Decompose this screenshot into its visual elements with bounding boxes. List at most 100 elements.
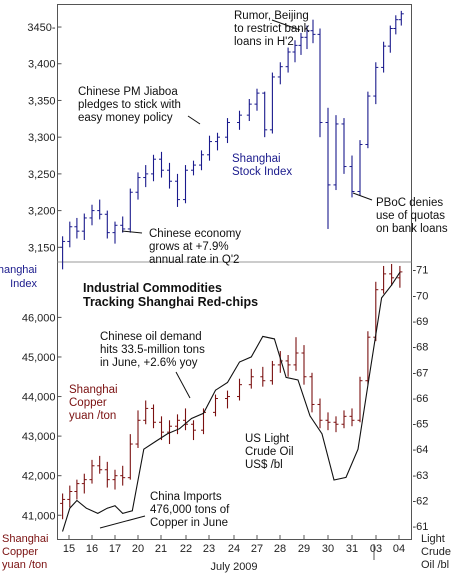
crude-oil-point [215, 389, 216, 391]
annotation-rumor-line-0: Rumor, Beijing [234, 10, 309, 22]
top-ytick-label: 3,150 [28, 242, 56, 254]
shanghai-index-bar [381, 41, 387, 73]
shanghai-index-bar [60, 236, 66, 270]
x-axis-title: July 2009 [210, 561, 257, 573]
top-ytick-label: 3,350 [28, 95, 56, 107]
shanghai-index-bar [89, 204, 95, 226]
copper-bar [237, 378, 242, 401]
shanghai-index-bar [262, 91, 268, 138]
crude-oil-point [391, 284, 392, 286]
chart-frame [57, 4, 412, 540]
annotation-oil-series-line-1: Crude Oil [245, 446, 294, 458]
top-ytick-label: 3450- [27, 22, 55, 34]
annotation-pboc-line-1: use of quotas [376, 210, 445, 222]
shanghai-index-bar [207, 135, 212, 161]
bottom-ytick-label: 42,000 [22, 471, 56, 483]
xtick-label: 27 [251, 543, 263, 555]
annotation-oil-series-line-0: US Light [245, 433, 290, 445]
copper-bar [67, 485, 73, 508]
annotation-shanghai-series-line-1: Stock Index [232, 166, 292, 178]
shanghai-index-bar [325, 107, 331, 229]
annotation-shanghai-series-line-0: Shanghai [232, 153, 281, 165]
shanghai-index-bar [277, 62, 283, 85]
annotation-easy-money-line-0: Chinese PM Jiaboa [78, 86, 178, 98]
bottom-ytick-label: 44,000 [22, 392, 56, 404]
crude-oil-point [333, 479, 335, 481]
annotation-copper-series-line-1: Copper [69, 397, 107, 409]
bottom-ytick-label: 45,000 [22, 352, 56, 364]
top-ytick-label: 3,400 [28, 59, 56, 71]
crude-oil-point [69, 507, 71, 509]
crude-oil-point [143, 448, 145, 450]
crude-oil-point [191, 418, 192, 419]
xtick-label: 03 [370, 543, 382, 555]
xtick-label: 24 [228, 543, 240, 555]
bottom-right-axis-title-line-2: Oil /bl [421, 559, 449, 571]
copper-bar [74, 479, 80, 500]
crude-oil-point [321, 433, 323, 435]
right-ytick-label: -69 [413, 316, 429, 328]
copper-bar [317, 398, 323, 429]
shanghai-index-bar [67, 221, 73, 248]
copper-bar [260, 366, 266, 387]
shanghai-index-bar [292, 40, 298, 63]
xtick-label: 21 [155, 543, 167, 555]
shanghai-index-bar [191, 160, 196, 176]
annotation-copper-imports-pointer [99, 515, 146, 529]
shanghai-index-bar [304, 25, 310, 50]
annotation-oil-demand-pointer [175, 371, 191, 399]
annotation-copper-series-line-2: yuan /ton [69, 410, 116, 422]
bottom-ytick-label: 41,000 [22, 510, 56, 522]
annotation-rumor-line-1: to restrict bank [234, 23, 310, 35]
copper-bar [60, 493, 66, 520]
copper-bar [357, 376, 363, 423]
shanghai-index-bars [60, 10, 404, 270]
crude-oil-point [345, 477, 347, 478]
copper-bar [97, 455, 103, 474]
axis-titles: ShanghaiIndexShanghaiCopperyuan /tonLigh… [0, 264, 451, 571]
crude-oil-point [62, 530, 63, 532]
shanghai-index-bar [225, 118, 230, 144]
copper-bar [112, 469, 118, 490]
crude-oil-point [250, 356, 252, 358]
copper-bar [269, 360, 275, 385]
crude-oil-point [399, 271, 401, 273]
crude-oil-point [285, 377, 287, 378]
copper-bar [159, 416, 164, 441]
shanghai-index-bar [104, 210, 110, 239]
copper-bar [167, 420, 172, 445]
annotation-copper-imports-line-2: Copper in June [150, 517, 228, 529]
annotation-economy-line-1: grows at +7.9% [149, 241, 229, 253]
xtick-label: 30 [322, 543, 334, 555]
copper-bar [293, 337, 299, 371]
bottom-panel-subtitle: Tracking Shanghai Red-chips [83, 295, 258, 309]
copper-bar [213, 394, 218, 417]
crude-oil-point [179, 428, 180, 430]
xtick-label: 23 [203, 543, 215, 555]
annotation-easy-money-pointer [187, 115, 201, 125]
copper-bar [225, 390, 230, 409]
crude-oil-point [262, 336, 264, 337]
bottom-right-axis-title-line-1: Crude [421, 546, 451, 558]
shanghai-index-bar [393, 15, 399, 35]
right-ytick-label: -62 [413, 496, 429, 508]
bottom-panel-title: Industrial Commodities [83, 281, 222, 295]
annotation-oil-demand-line-2: in June, +2.6% yoy [100, 357, 198, 369]
annotation-economy-pointer [121, 230, 143, 234]
crude-oil-point [85, 507, 87, 509]
bottom-left-axis-title-line-2: yuan /ton [2, 559, 47, 571]
shanghai-index-bar [112, 221, 118, 244]
right-ytick-label: -64 [413, 444, 429, 456]
crude-oil-point [122, 513, 124, 514]
copper-bar [183, 408, 188, 431]
crude-oil-point [131, 510, 133, 512]
copper-bar [301, 345, 307, 385]
shanghai-index-bar [298, 32, 304, 55]
crude-oil-point [155, 441, 156, 442]
top-axis-title-line-1: Index [10, 278, 37, 290]
shanghai-index-bar [74, 217, 80, 239]
annotation-oil-demand-line-1: hits 33.5-million tons [100, 344, 205, 356]
right-ytick-label: -66 [413, 393, 429, 405]
shanghai-index-bar [254, 88, 260, 111]
